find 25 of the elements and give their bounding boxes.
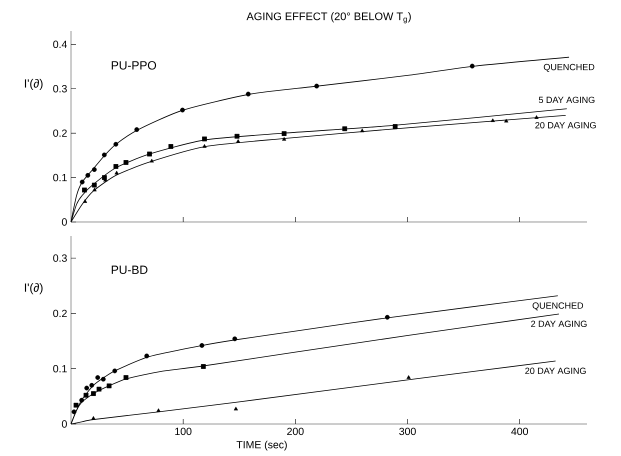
text: PU-PPO [112, 61, 156, 70]
text: PU-BD [112, 266, 148, 274]
x-tick-label: 400 [511, 428, 528, 436]
y-axis-title: I'(∂) [24, 78, 43, 90]
series-label: 20 DAY AGING [525, 368, 586, 374]
chart-title: AGING EFFECT (20° BELOW T$_{g}$) [246, 12, 411, 24]
x-axis-title: TIME (sec) [236, 440, 287, 450]
y-tick-label: 0.2 [53, 310, 67, 318]
series-label: QUENCHED [532, 302, 584, 310]
series-label: QUENCHED [544, 64, 594, 72]
y-tick-label: 0.3 [53, 254, 67, 262]
x-tick-label: 200 [287, 428, 304, 436]
y-axis-title: I'(∂) [24, 283, 43, 294]
y-tick-label: 0.1 [53, 174, 67, 182]
y-tick-label: 0 [62, 218, 67, 226]
y-tick-label: 0.2 [53, 129, 67, 137]
series-label: 20 DAY AGING [535, 122, 596, 128]
y-tick-label: 0.1 [53, 365, 67, 372]
series-label: 2 DAY AGING [531, 320, 587, 328]
y-tick-label: 0 [62, 420, 67, 428]
series-label: 5 DAY AGING [538, 96, 594, 104]
x-tick-label: 100 [175, 428, 192, 436]
x-tick-label: 300 [399, 428, 416, 436]
y-tick-label: 0.4 [53, 40, 67, 48]
y-tick-label: 0.3 [53, 85, 67, 92]
